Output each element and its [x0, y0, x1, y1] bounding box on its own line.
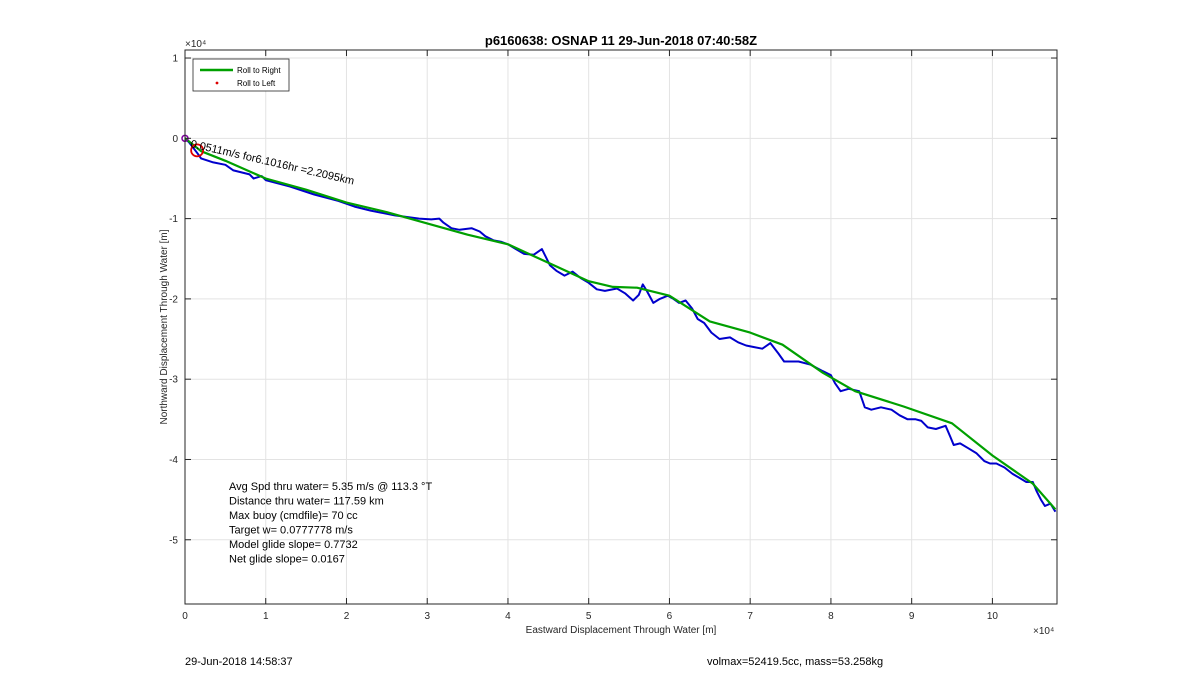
x-tick-label: 10 — [987, 611, 999, 622]
x-tick-label: 4 — [505, 611, 511, 622]
chart-title: p6160638: OSNAP 11 29-Jun-2018 07:40:58Z — [485, 33, 757, 48]
legend: Roll to Right Roll to Left — [192, 58, 290, 92]
series-line-roll-right — [184, 137, 1057, 511]
x-tick-label: 0 — [182, 611, 188, 622]
y-axis-exponent: ×10⁴ — [185, 39, 206, 50]
y-tick-label: -4 — [169, 455, 178, 466]
y-tick-label: -2 — [169, 294, 178, 305]
footer-date: 29-Jun-2018 14:58:37 — [185, 656, 293, 668]
stats-line: Avg Spd thru water= 5.35 m/s @ 113.3 °T — [229, 481, 432, 493]
plot-frame — [184, 49, 1058, 605]
legend-marker-swatch — [215, 81, 219, 85]
footer-info: volmax=52419.5cc, mass=53.258kg — [707, 656, 884, 668]
y-tick-label: -3 — [169, 375, 178, 386]
x-axis-label: Eastward Displacement Through Water [m] — [526, 625, 717, 636]
x-tick-label: 5 — [586, 611, 592, 622]
y-axis-label: Northward Displacement Through Water [m] — [159, 229, 170, 424]
y-tick-label: -5 — [169, 535, 178, 546]
y-tick-label: 0 — [172, 134, 178, 145]
y-tick-label: 1 — [172, 54, 178, 65]
y-tick-label: -1 — [169, 214, 178, 225]
stats-line: Max buoy (cmdfile)= 70 cc — [229, 510, 358, 522]
series-layer — [181, 134, 1057, 513]
x-tick-label: 2 — [344, 611, 350, 622]
stats-box: Avg Spd thru water= 5.35 m/s @ 113.3 °T D… — [229, 481, 432, 566]
x-tick-label: 3 — [424, 611, 430, 622]
series-line-track — [184, 137, 1057, 513]
stats-line: Target w= 0.0777778 m/s — [229, 525, 353, 537]
x-tick-label: 7 — [747, 611, 753, 622]
stats-line: Net glide slope= 0.0167 — [229, 554, 345, 566]
legend-box — [192, 58, 290, 92]
grid — [184, 50, 1057, 604]
x-axis-exponent: ×10⁴ — [1033, 626, 1054, 637]
x-tick-label: 1 — [263, 611, 269, 622]
x-tick-label: 8 — [828, 611, 834, 622]
x-tick-label: 6 — [667, 611, 673, 622]
stats-line: Model glide slope= 0.7732 — [229, 539, 358, 551]
legend-label-roll-left: Roll to Left — [237, 79, 276, 88]
stats-line: Distance thru water= 117.59 km — [229, 496, 384, 508]
legend-label-roll-right: Roll to Right — [237, 66, 281, 75]
start-marker — [190, 143, 205, 158]
x-tick-label: 9 — [909, 611, 915, 622]
